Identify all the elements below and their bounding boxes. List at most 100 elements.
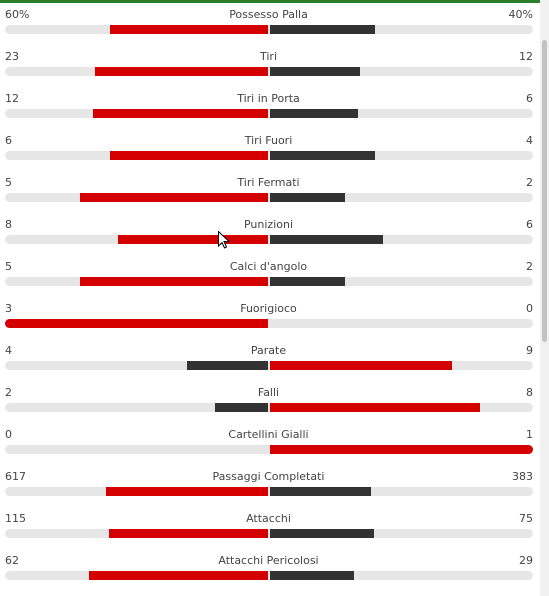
stat-row: 6 Tiri Fuori 4 <box>0 134 540 176</box>
stat-label: Attacchi <box>246 512 291 525</box>
scrollbar-thumb[interactable] <box>542 40 547 342</box>
stat-row: 8 Punizioni 6 <box>0 218 540 260</box>
stat-row: 4 Parate 9 <box>0 344 540 386</box>
away-value: 6 <box>526 92 533 105</box>
away-value: 6 <box>526 218 533 231</box>
stat-bar-track <box>5 67 533 76</box>
home-value: 3 <box>5 302 12 315</box>
stat-row: 12 Tiri in Porta 6 <box>0 92 540 134</box>
stat-label: Tiri <box>259 50 277 63</box>
home-value: 6 <box>5 134 12 147</box>
stat-row: 60% Possesso Palla 40% <box>0 8 540 50</box>
away-bar <box>270 67 360 76</box>
home-bar <box>80 277 268 286</box>
mouse-cursor-icon <box>218 231 230 249</box>
stat-label: Calci d'angolo <box>229 260 308 273</box>
away-bar <box>270 277 345 286</box>
home-value: 115 <box>5 512 26 525</box>
home-bar <box>118 235 268 244</box>
home-bar <box>110 151 268 160</box>
home-value: 62 <box>5 554 19 567</box>
home-bar <box>95 67 268 76</box>
stat-row: 5 Tiri Fermati 2 <box>0 176 540 218</box>
stat-label: Passaggi Completati <box>212 470 325 483</box>
top-accent-bar <box>0 0 549 3</box>
stat-row: 115 Attacchi 75 <box>0 512 540 554</box>
stat-label: Cartellini Gialli <box>228 428 309 441</box>
home-bar <box>5 319 268 328</box>
home-value: 617 <box>5 470 26 483</box>
stat-label: Punizioni <box>243 218 294 231</box>
stat-row: 3 Fuorigioco 0 <box>0 302 540 344</box>
away-bar <box>270 403 480 412</box>
stat-label: Tiri in Porta <box>237 92 300 105</box>
away-bar <box>270 151 375 160</box>
away-bar <box>270 571 354 580</box>
stat-label: Parate <box>250 344 287 357</box>
home-value: 12 <box>5 92 19 105</box>
stat-bar-track <box>5 25 533 34</box>
away-value: 29 <box>519 554 533 567</box>
stat-label: Fuorigioco <box>240 302 297 315</box>
stat-row: 62 Attacchi Pericolosi 29 <box>0 554 540 596</box>
home-value: 8 <box>5 218 12 231</box>
stat-bar-track <box>5 529 533 538</box>
stat-bar-track <box>5 319 533 328</box>
home-bar <box>110 25 268 34</box>
stat-label: Tiri Fermati <box>237 176 300 189</box>
stat-row: 0 Cartellini Gialli 1 <box>0 428 540 470</box>
away-value: 2 <box>526 260 533 273</box>
stat-label: Falli <box>257 386 280 399</box>
away-value: 383 <box>512 470 533 483</box>
stat-row: 617 Passaggi Completati 383 <box>0 470 540 512</box>
away-value: 40% <box>508 8 533 21</box>
away-value: 9 <box>526 344 533 357</box>
stat-bar-track <box>5 445 533 454</box>
home-bar <box>89 571 268 580</box>
home-bar <box>109 529 268 538</box>
away-bar <box>270 109 358 118</box>
home-bar <box>80 193 268 202</box>
away-value: 75 <box>519 512 533 525</box>
away-value: 0 <box>526 302 533 315</box>
away-bar <box>270 487 371 496</box>
home-value: 5 <box>5 176 12 189</box>
away-value: 8 <box>526 386 533 399</box>
away-value: 1 <box>526 428 533 441</box>
stat-bar-track <box>5 403 533 412</box>
stat-bar-track <box>5 571 533 580</box>
home-value: 23 <box>5 50 19 63</box>
home-bar <box>187 361 268 370</box>
stat-bar-track <box>5 277 533 286</box>
stat-row: 2 Falli 8 <box>0 386 540 428</box>
home-value: 60% <box>5 8 30 21</box>
away-bar <box>270 445 533 454</box>
scrollbar[interactable] <box>540 0 549 596</box>
stat-label: Possesso Palla <box>229 8 308 21</box>
stat-bar-track <box>5 235 533 244</box>
home-bar <box>93 109 268 118</box>
away-bar <box>270 529 374 538</box>
away-bar <box>270 235 383 244</box>
away-bar <box>270 25 375 34</box>
home-value: 2 <box>5 386 12 399</box>
stat-bar-track <box>5 487 533 496</box>
away-value: 4 <box>526 134 533 147</box>
stat-row: 5 Calci d'angolo 2 <box>0 260 540 302</box>
stat-bar-track <box>5 151 533 160</box>
stat-bar-track <box>5 193 533 202</box>
stat-bar-track <box>5 109 533 118</box>
away-value: 12 <box>519 50 533 63</box>
stat-label: Tiri Fuori <box>244 134 293 147</box>
home-bar <box>106 487 268 496</box>
home-value: 4 <box>5 344 12 357</box>
home-bar <box>215 403 268 412</box>
away-bar <box>270 361 452 370</box>
away-value: 2 <box>526 176 533 189</box>
home-value: 0 <box>5 428 12 441</box>
away-bar <box>270 193 345 202</box>
stat-row: 23 Tiri 12 <box>0 50 540 92</box>
home-value: 5 <box>5 260 12 273</box>
stat-label: Attacchi Pericolosi <box>218 554 319 567</box>
stat-bar-track <box>5 361 533 370</box>
